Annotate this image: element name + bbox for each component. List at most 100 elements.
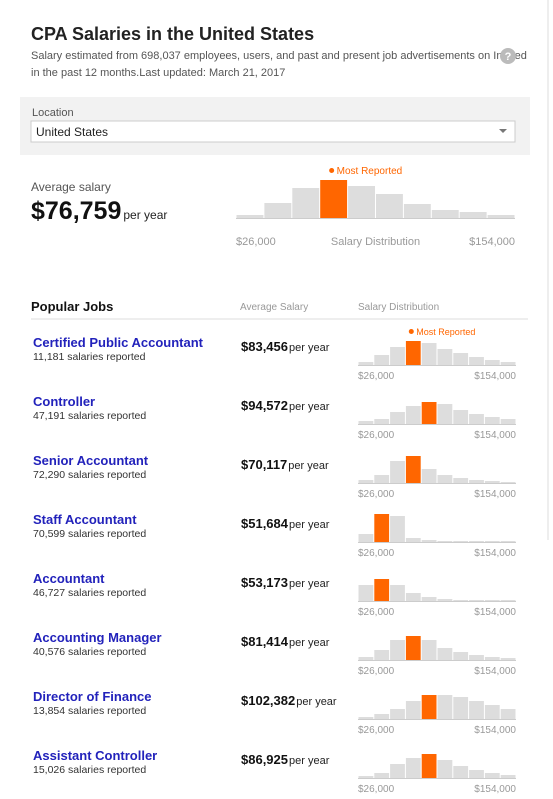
histogram-bar: [437, 648, 453, 660]
subtitle: in the past 12 months.Last updated: Marc…: [31, 67, 285, 79]
histogram-bar: [484, 360, 500, 365]
dist-min: $26,000: [358, 430, 395, 441]
histogram-bar: [453, 652, 469, 660]
job-title[interactable]: Director of Finance: [33, 689, 151, 704]
histogram-bar: [500, 775, 516, 778]
histogram-bar: [431, 210, 459, 218]
job-unit: per year: [289, 401, 330, 413]
histogram-bar: [421, 343, 437, 365]
job-title[interactable]: Controller: [33, 394, 95, 409]
histogram-bar: [358, 480, 374, 483]
histogram-bar: [469, 655, 484, 660]
job-salary: $53,173: [241, 575, 288, 590]
histogram-bar: [403, 204, 431, 218]
histogram-bar: [405, 406, 421, 424]
histogram-bar: [453, 541, 469, 542]
jobs-header: Salary Distribution: [358, 302, 439, 313]
histogram-bar: [500, 600, 516, 601]
histogram-bar: [453, 600, 469, 601]
job-title[interactable]: Accountant: [33, 571, 105, 586]
histogram-bar: [390, 412, 405, 424]
histogram-bar: [453, 353, 469, 365]
job-salary: $102,382: [241, 693, 295, 708]
job-unit: per year: [289, 578, 330, 590]
histogram-bar: [421, 640, 437, 660]
histogram-bar: [358, 585, 374, 601]
job-title[interactable]: Staff Accountant: [33, 512, 137, 527]
histogram-bar: [437, 695, 453, 719]
histogram-bar: [390, 516, 405, 542]
histogram-bar: [469, 600, 484, 601]
histogram-bar: [469, 541, 484, 542]
histogram-bar: [484, 705, 500, 719]
histogram-bar: [421, 754, 437, 778]
dist-max: $154,000: [469, 236, 515, 248]
job-count: 46,727 salaries reported: [33, 587, 146, 599]
histogram-bar: [358, 717, 374, 719]
subtitle: Salary estimated from 698,037 employees,…: [31, 50, 527, 62]
most-reported-dot: [408, 329, 414, 334]
dropdown-arrow: [499, 129, 507, 133]
average-label: Average salary: [31, 180, 111, 194]
histogram-bar: [374, 355, 390, 365]
help-icon-text[interactable]: ?: [505, 51, 512, 63]
dist-max: $154,000: [474, 784, 516, 795]
histogram-bar: [484, 541, 500, 542]
help-icon[interactable]: [500, 48, 516, 64]
histogram-bar: [374, 514, 390, 542]
histogram-bar: [358, 421, 374, 424]
histogram-bar: [437, 475, 453, 483]
histogram-bar: [390, 709, 405, 719]
dist-max: $154,000: [474, 430, 516, 441]
histogram-bar: [405, 636, 421, 660]
histogram-bar: [405, 701, 421, 719]
job-count: 11,181 salaries reported: [33, 351, 146, 363]
histogram-bar: [500, 709, 516, 719]
job-title[interactable]: Senior Accountant: [33, 453, 149, 468]
histogram-bar: [264, 203, 292, 218]
histogram-bar: [500, 482, 516, 483]
job-count: 15,026 salaries reported: [33, 764, 146, 776]
histogram-bar: [500, 658, 516, 660]
histogram-bar: [469, 480, 484, 483]
histogram-bar: [376, 194, 403, 218]
job-unit: per year: [289, 342, 330, 354]
histogram-bar: [405, 341, 421, 365]
histogram-bar: [453, 410, 469, 424]
dist-min: $26,000: [358, 607, 395, 618]
job-count: 40,576 salaries reported: [33, 646, 146, 658]
dist-max: $154,000: [474, 666, 516, 677]
histogram-bar: [500, 541, 516, 542]
dist-min: $26,000: [358, 666, 395, 677]
histogram-bar: [484, 657, 500, 660]
job-title[interactable]: Accounting Manager: [33, 630, 162, 645]
dist-min: $26,000: [236, 236, 276, 248]
dist-label: Salary Distribution: [331, 236, 420, 248]
dist-max: $154,000: [474, 489, 516, 500]
dist-max: $154,000: [474, 548, 516, 559]
job-title[interactable]: Certified Public Accountant: [33, 335, 204, 350]
location-select[interactable]: [30, 120, 516, 143]
job-salary: $70,117: [241, 457, 287, 472]
histogram-bar: [358, 534, 374, 542]
histogram-bar: [390, 585, 405, 601]
location-label: Location: [32, 107, 74, 119]
histogram-bar: [374, 650, 390, 660]
histogram-bar: [453, 766, 469, 778]
job-salary: $94,572: [241, 398, 288, 413]
location-value[interactable]: United States: [36, 125, 108, 139]
histogram-bar: [320, 180, 348, 218]
histogram-bar: [469, 357, 484, 365]
histogram-bar: [292, 188, 320, 218]
histogram-bar: [500, 362, 516, 365]
histogram-bar: [374, 714, 390, 719]
job-unit: per year: [296, 696, 337, 708]
histogram-bar: [421, 402, 437, 424]
job-title[interactable]: Assistant Controller: [33, 748, 157, 763]
dist-min: $26,000: [358, 371, 395, 382]
job-unit: per year: [288, 460, 329, 472]
histogram-bar: [421, 540, 437, 542]
histogram-bar: [437, 404, 453, 424]
job-count: 70,599 salaries reported: [33, 528, 146, 540]
histogram-bar: [484, 417, 500, 424]
